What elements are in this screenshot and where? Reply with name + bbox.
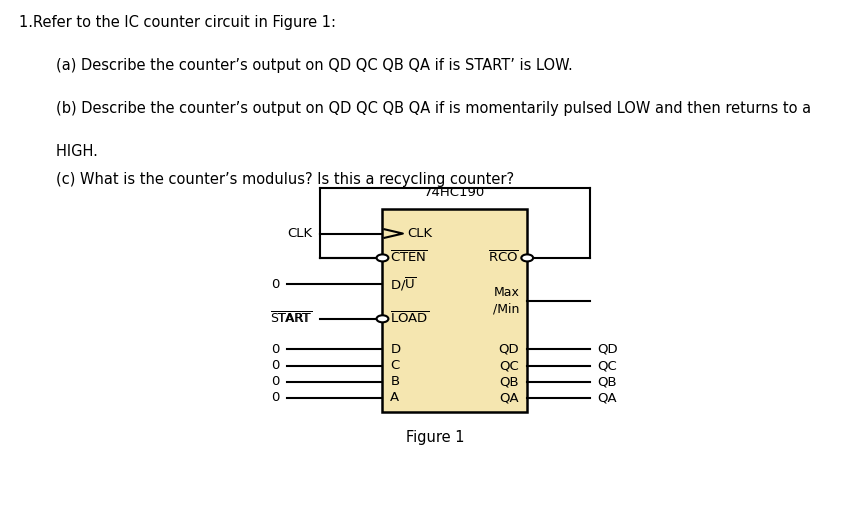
Text: 0: 0 <box>271 278 279 291</box>
Text: A: A <box>391 391 400 405</box>
Text: D/$\overline{\mathrm{U}}$: D/$\overline{\mathrm{U}}$ <box>391 276 417 293</box>
Circle shape <box>521 255 533 262</box>
Text: C: C <box>391 359 400 372</box>
Text: HIGH.: HIGH. <box>19 144 98 160</box>
Text: B: B <box>391 375 400 388</box>
Text: QC: QC <box>598 359 617 372</box>
Text: 74HC190: 74HC190 <box>424 187 486 199</box>
Text: 0: 0 <box>271 375 279 388</box>
Circle shape <box>377 255 388 262</box>
Text: QA: QA <box>500 391 520 405</box>
Text: Max: Max <box>493 285 520 299</box>
Text: (c) What is the counter’s modulus? Is this a recycling counter?: (c) What is the counter’s modulus? Is th… <box>19 172 514 188</box>
Text: (b) Describe the counter’s output on QD QC QB QA if is momentarily pulsed LOW an: (b) Describe the counter’s output on QD … <box>19 101 811 117</box>
Text: /Min: /Min <box>493 303 520 315</box>
Text: D: D <box>391 343 401 356</box>
Text: QB: QB <box>598 375 617 388</box>
Text: QC: QC <box>499 359 520 372</box>
Text: $\overline{\mathrm{LOAD}}$: $\overline{\mathrm{LOAD}}$ <box>391 311 430 327</box>
Text: $\overline{\mathrm{START}}$: $\overline{\mathrm{START}}$ <box>269 311 312 327</box>
Text: 0: 0 <box>271 359 279 372</box>
Bar <box>382 209 527 412</box>
Text: CLK: CLK <box>408 227 433 240</box>
Text: 1.Refer to the IC counter circuit in Figure 1:: 1.Refer to the IC counter circuit in Fig… <box>19 15 335 30</box>
Text: QA: QA <box>598 391 617 405</box>
Text: Figure 1: Figure 1 <box>406 430 464 445</box>
Text: $\overline{\mathrm{TART}}$: $\overline{\mathrm{TART}}$ <box>278 311 312 327</box>
Circle shape <box>377 315 388 322</box>
Text: QB: QB <box>500 375 520 388</box>
Text: $\overline{\mathrm{CTEN}}$: $\overline{\mathrm{CTEN}}$ <box>391 250 428 266</box>
Text: $\overline{\mathrm{RCO}}$: $\overline{\mathrm{RCO}}$ <box>488 250 520 266</box>
Text: QD: QD <box>498 343 520 356</box>
Text: 0: 0 <box>271 343 279 356</box>
Text: (a) Describe the counter’s output on QD QC QB QA if is START’ is LOW.: (a) Describe the counter’s output on QD … <box>19 58 572 74</box>
Text: CLK: CLK <box>287 227 312 240</box>
Text: QD: QD <box>598 343 618 356</box>
Text: 0: 0 <box>271 391 279 405</box>
